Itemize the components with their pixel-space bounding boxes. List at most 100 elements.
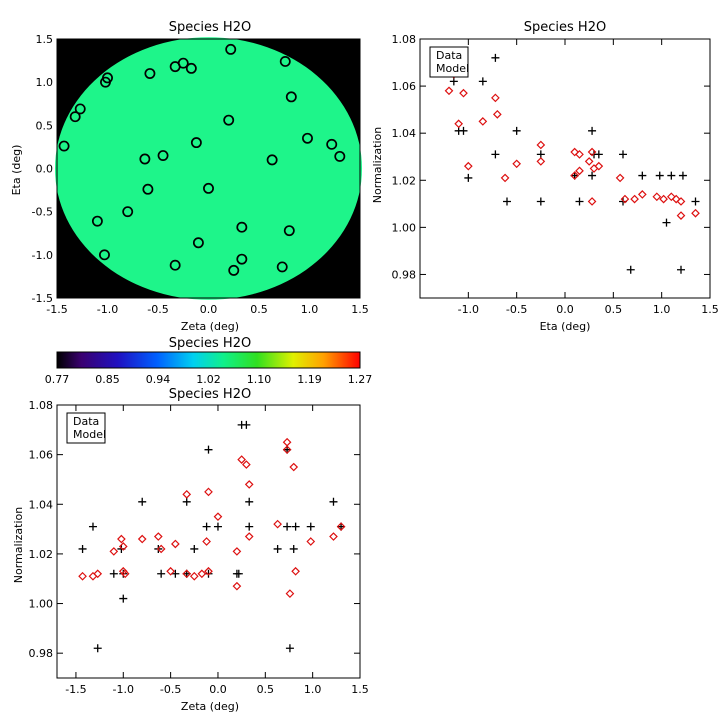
zeta-plot-y-label: Normalization bbox=[12, 507, 25, 583]
eta-data-point bbox=[491, 53, 500, 62]
zeta-plot-area: -1.5 -1.0 -0.5 0.0 0.5 1.0 1.5 0.98 1.00 1.02 1.04… bbox=[29, 399, 369, 696]
zeta-plot-y-tick-label: 1.06 bbox=[29, 449, 54, 462]
zeta-model-point bbox=[204, 487, 213, 497]
zeta-model-point bbox=[202, 537, 211, 546]
zeta-model-point bbox=[137, 534, 147, 544]
map-point bbox=[279, 55, 291, 67]
eta-model-point bbox=[500, 173, 510, 183]
eta-data-point bbox=[594, 150, 603, 159]
map-point bbox=[58, 140, 70, 152]
zeta-plot-x-tick-label: 0.5 bbox=[257, 683, 275, 696]
eta-model-point bbox=[676, 211, 686, 220]
eta-model-point bbox=[587, 147, 597, 157]
eta-model-point bbox=[637, 190, 647, 199]
zeta-data-point bbox=[119, 594, 128, 603]
map-y-tick-label: -0.5 bbox=[32, 206, 53, 219]
map-y-label: Eta (deg) bbox=[10, 145, 23, 196]
zeta-model-point bbox=[237, 455, 246, 464]
zeta-data-point bbox=[289, 544, 298, 553]
map-point bbox=[203, 182, 214, 194]
eta-data-point bbox=[691, 197, 700, 206]
zeta-model-point bbox=[93, 569, 103, 579]
zeta-data-point bbox=[93, 644, 102, 653]
zeta-data-point bbox=[273, 544, 282, 553]
eta-model-point bbox=[536, 140, 546, 150]
map-x-tick-label: 0.5 bbox=[250, 303, 268, 316]
eta-data-point bbox=[478, 77, 487, 86]
zeta-data-point bbox=[138, 497, 147, 506]
map-point bbox=[122, 206, 134, 218]
map-point bbox=[157, 150, 169, 161]
map-x-tick-label: -1.0 bbox=[97, 303, 118, 316]
eta-data-point bbox=[678, 171, 687, 180]
eta-data-point bbox=[662, 218, 671, 227]
map-point bbox=[334, 150, 346, 162]
colorbar-tick-label: 0.77 bbox=[45, 373, 70, 386]
map-point bbox=[69, 111, 81, 123]
eta-model-point bbox=[676, 197, 686, 206]
zeta-model-point bbox=[329, 532, 338, 541]
eta-data-point bbox=[536, 150, 545, 159]
eta-plot-x-tick-label: 0.5 bbox=[605, 303, 623, 316]
eta-data-point bbox=[575, 197, 584, 206]
zeta-data-point bbox=[213, 522, 222, 531]
map-point bbox=[144, 68, 156, 79]
zeta-data-point bbox=[202, 522, 211, 531]
eta-plot-x-tick-label: 0.0 bbox=[556, 303, 574, 316]
zeta-model-point bbox=[244, 480, 254, 489]
map-point bbox=[326, 138, 338, 150]
eta-model-point bbox=[589, 164, 599, 173]
map-plot-area: -1.5 -1.0 -0.5 0.0 0.5 1.0 1.5 -1.5 -1.0 -0.5 0.0 0… bbox=[32, 33, 369, 316]
map-x-tick-label: 1.5 bbox=[351, 303, 369, 316]
zeta-data-point bbox=[78, 544, 87, 553]
eta-model-point bbox=[575, 166, 584, 176]
zeta-data-point bbox=[285, 644, 294, 653]
zeta-data-point bbox=[291, 522, 300, 531]
eta-model-point bbox=[512, 159, 522, 169]
eta-model-point bbox=[594, 161, 604, 171]
eta-data-point bbox=[655, 171, 664, 180]
eta-plot-y-tick-label: 1.00 bbox=[392, 221, 417, 234]
map-point bbox=[169, 259, 181, 271]
eta-plot-y-tick-label: 1.06 bbox=[392, 80, 417, 93]
eta-data-point bbox=[677, 265, 685, 274]
eta-model-point bbox=[570, 171, 580, 180]
map-point bbox=[185, 62, 197, 74]
colorbar-tick-label: 0.94 bbox=[146, 373, 171, 386]
map-point bbox=[236, 221, 248, 233]
eta-model-point bbox=[652, 192, 662, 202]
zeta-data-point bbox=[88, 522, 97, 531]
map-point bbox=[228, 264, 240, 276]
map-y-tick-label: 0.5 bbox=[36, 119, 54, 132]
eta-data-point bbox=[626, 265, 635, 274]
map-point bbox=[236, 253, 248, 265]
map-point bbox=[99, 249, 110, 261]
eta-model-point bbox=[463, 161, 473, 171]
colorbar-tick-label: 0.85 bbox=[95, 373, 120, 386]
eta-data-point bbox=[503, 197, 511, 206]
colorbar-tick-label: 1.27 bbox=[348, 373, 373, 386]
colorbar-title: Species H2O bbox=[169, 336, 251, 351]
eta-model-point bbox=[666, 192, 676, 202]
legend-box bbox=[66, 412, 106, 444]
zeta-model-point bbox=[78, 571, 87, 581]
eta-data-point bbox=[464, 173, 473, 182]
eta-plot-y-tick-label: 1.02 bbox=[392, 174, 417, 187]
zeta-model-point bbox=[306, 537, 316, 546]
eta-model-point bbox=[459, 88, 468, 98]
map-point bbox=[74, 103, 86, 115]
zeta-plot-y-tick-label: 1.02 bbox=[29, 548, 54, 561]
map-point bbox=[192, 237, 204, 249]
eta-model-point bbox=[536, 157, 546, 166]
eta-model-point bbox=[575, 150, 584, 159]
eta-model-point bbox=[444, 86, 454, 96]
zeta-plot-y-tick-label: 0.98 bbox=[29, 647, 54, 660]
map-point bbox=[225, 43, 237, 55]
eta-data-point bbox=[638, 171, 647, 180]
eta-model-point bbox=[492, 109, 502, 119]
eta-model-point bbox=[570, 147, 580, 157]
colorbar-bar bbox=[56, 351, 361, 369]
eta-plot-y-tick-label: 0.98 bbox=[392, 268, 417, 281]
zeta-model-point bbox=[156, 544, 166, 554]
zeta-model-point bbox=[118, 542, 128, 551]
